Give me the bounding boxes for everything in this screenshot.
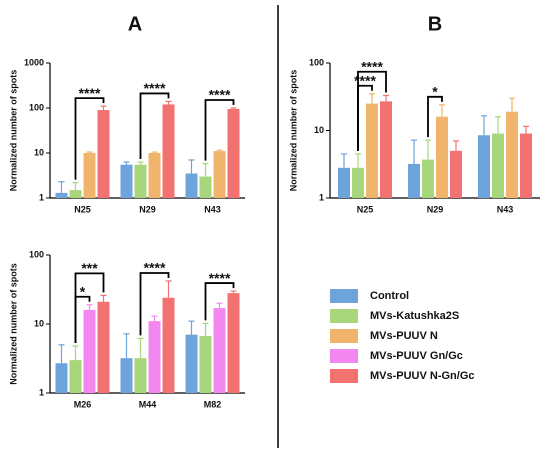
bar bbox=[352, 167, 364, 198]
y-tick-label: 10 bbox=[34, 318, 44, 328]
x-tick-label: M26 bbox=[74, 399, 92, 409]
legend-swatch bbox=[330, 329, 358, 343]
bar bbox=[422, 159, 434, 198]
bar bbox=[213, 308, 226, 393]
x-tick-label: N25 bbox=[74, 204, 91, 214]
significance-label: **** bbox=[209, 87, 231, 103]
bar bbox=[148, 153, 161, 198]
bar bbox=[506, 111, 518, 198]
significance-bracket bbox=[357, 70, 387, 151]
x-tick-label: M44 bbox=[139, 399, 157, 409]
x-tick-label: M82 bbox=[204, 399, 222, 409]
bar bbox=[120, 164, 133, 198]
bar bbox=[185, 173, 198, 198]
bar bbox=[148, 321, 161, 393]
y-axis-label: Normalized number of spots bbox=[8, 70, 18, 192]
legend-label: MVs-PUUV N-Gn/Gc bbox=[370, 370, 475, 382]
bar bbox=[55, 363, 68, 393]
bar bbox=[478, 135, 490, 198]
bar bbox=[83, 309, 96, 393]
bar bbox=[185, 334, 198, 393]
significance-bracket bbox=[74, 97, 105, 180]
y-tick-label: 1 bbox=[39, 192, 44, 202]
significance-label: **** bbox=[144, 260, 166, 276]
x-tick-label: N29 bbox=[139, 204, 156, 214]
panel-label: B bbox=[428, 13, 442, 35]
bar bbox=[408, 163, 420, 198]
significance-bracket bbox=[204, 282, 235, 321]
y-tick-label: 10 bbox=[34, 147, 44, 157]
bar bbox=[492, 133, 504, 198]
y-axis-label: Normalized number of spots bbox=[8, 263, 18, 385]
bar bbox=[97, 301, 110, 393]
significance-label: * bbox=[80, 283, 86, 299]
y-tick-label: 100 bbox=[29, 102, 44, 112]
bar bbox=[366, 103, 378, 198]
legend-swatch bbox=[330, 369, 358, 383]
significance-bracket bbox=[74, 272, 105, 343]
bar bbox=[120, 358, 133, 393]
x-tick-label: N43 bbox=[497, 204, 514, 214]
bar bbox=[69, 360, 82, 393]
bar bbox=[520, 133, 532, 198]
significance-bracket bbox=[204, 99, 235, 161]
legend-swatch bbox=[330, 349, 358, 363]
y-tick-label: 1 bbox=[39, 387, 44, 397]
y-tick-label: 1000 bbox=[24, 57, 44, 67]
significance-label: **** bbox=[354, 72, 376, 88]
y-tick-label: 10 bbox=[314, 125, 324, 135]
y-tick-label: 100 bbox=[309, 57, 324, 67]
bar bbox=[227, 293, 240, 393]
x-tick-label: N29 bbox=[427, 204, 444, 214]
bar bbox=[436, 116, 448, 198]
bar bbox=[338, 167, 350, 198]
y-tick-label: 1 bbox=[319, 192, 324, 202]
bar bbox=[380, 101, 392, 198]
y-tick-label: 100 bbox=[29, 249, 44, 259]
significance-label: * bbox=[432, 84, 438, 100]
significance-bracket bbox=[139, 92, 170, 160]
significance-label: **** bbox=[209, 270, 231, 286]
legend-label: MVs-PUUV N bbox=[370, 330, 438, 342]
legend-swatch bbox=[330, 309, 358, 323]
legend-label: Control bbox=[370, 290, 409, 302]
legend-label: MVs-PUUV Gn/Gc bbox=[370, 350, 463, 362]
bar bbox=[227, 109, 240, 198]
bar bbox=[83, 153, 96, 198]
bar bbox=[134, 358, 147, 393]
bar bbox=[213, 151, 226, 198]
significance-label: **** bbox=[361, 58, 383, 74]
bar bbox=[199, 336, 212, 393]
panel-label: A bbox=[128, 13, 142, 35]
bar bbox=[162, 297, 175, 393]
bar bbox=[97, 110, 110, 198]
bar bbox=[450, 150, 462, 198]
x-tick-label: N25 bbox=[357, 204, 374, 214]
y-axis-label: Normalized number of spots bbox=[288, 70, 298, 192]
legend-swatch bbox=[330, 289, 358, 303]
significance-label: **** bbox=[79, 85, 101, 101]
bar bbox=[162, 104, 175, 198]
significance-label: *** bbox=[81, 260, 98, 276]
significance-label: **** bbox=[144, 80, 166, 96]
bar bbox=[69, 190, 82, 198]
significance-bracket bbox=[139, 272, 170, 336]
x-tick-label: N43 bbox=[204, 204, 221, 214]
bar bbox=[55, 192, 68, 198]
bar bbox=[134, 164, 147, 198]
bar bbox=[199, 176, 212, 198]
legend-label: MVs-Katushka2S bbox=[370, 310, 459, 322]
significance-bracket bbox=[427, 95, 443, 138]
